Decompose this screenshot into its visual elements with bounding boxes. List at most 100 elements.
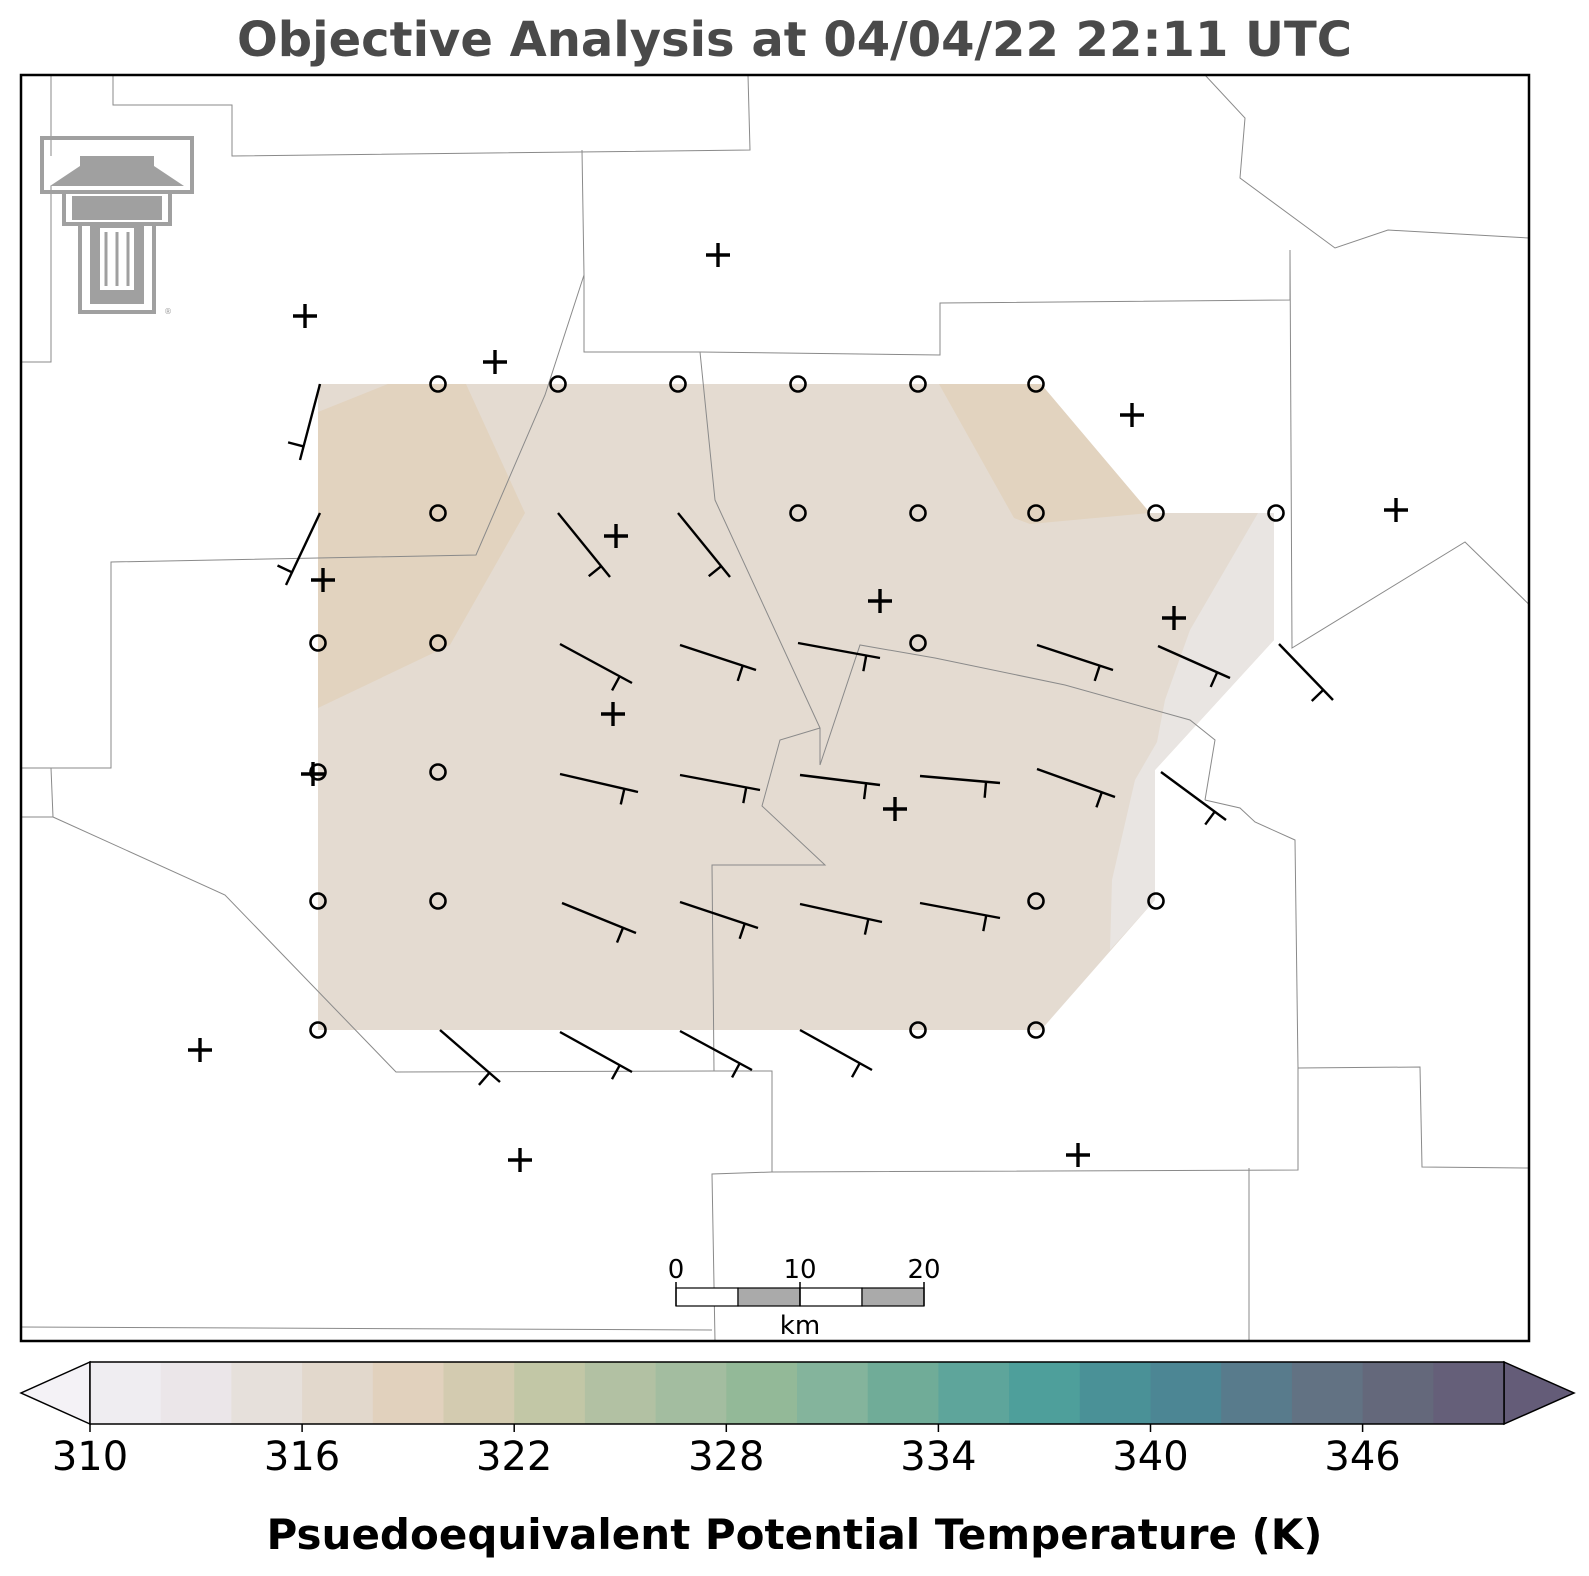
station-marker [301,762,325,786]
scale-tick-20: 20 [907,1255,940,1285]
station-marker [868,589,892,613]
wind-barb [799,773,881,800]
wind-barb [1036,643,1114,682]
colorbar-segment [1150,1362,1222,1424]
station-marker [311,568,335,592]
calm-wind-circle [1027,892,1045,910]
colorbar-segment [1221,1362,1293,1424]
calm-wind-circle [309,1021,327,1039]
colorbar-tick-label: 322 [476,1434,552,1480]
county-boundaries [21,75,1529,1341]
wind-barb [1157,644,1231,688]
wind-barb [799,1028,873,1078]
station-marker [1384,498,1408,522]
map-title: Objective Analysis at 04/04/22 22:11 UTC [237,12,1352,68]
colorbar-tick-label: 310 [52,1434,128,1480]
scale-tick-0: 0 [668,1255,685,1285]
calm-wind-circle [429,634,447,652]
calm-wind-circle [1147,504,1165,522]
svg-text:®: ® [164,307,172,316]
colorbar-segment [726,1362,798,1424]
colorbar-label: Psuedoequivalent Potential Temperature (… [266,1510,1323,1559]
station-marker [293,304,317,328]
colorbar-segment [938,1362,1010,1424]
scale-bar: 0 10 20 km [668,1255,941,1341]
station-marker [483,350,507,374]
colorbar-segment [1433,1362,1505,1424]
wind-barb [559,642,633,691]
colorbar-tick-label: 328 [688,1434,764,1480]
wind-barb [557,512,611,578]
calm-wind-circle [1267,504,1285,522]
wind-barb [1278,643,1334,702]
colorbar-under-arrow [19,1360,91,1426]
colorbar-tick-label: 334 [900,1434,976,1480]
colorbar: 310 316 322 328 334 340 346 [19,1360,1576,1480]
wind-barb [677,512,731,578]
analysis-fill-cool-east [1110,513,1274,950]
station-marker [604,524,628,548]
calm-wind-circle [909,504,927,522]
colorbar-tick-label: 340 [1112,1434,1188,1480]
calm-wind-circle [909,375,927,393]
wind-barb [797,641,881,672]
wind-barb [679,773,761,804]
calm-wind-circle [1147,892,1165,910]
calm-wind-circle [789,504,807,522]
station-marker [188,1038,212,1062]
colorbar-segment [160,1362,232,1424]
wind-barb [559,1030,633,1080]
calm-wind-circle [549,375,567,393]
wind-barb [1036,767,1116,808]
calm-wind-circle [429,375,447,393]
double-t-logo-icon: ® [40,136,194,316]
calm-wind-circle [1027,1021,1045,1039]
wind-barb [1160,771,1227,826]
wind-barb [799,902,883,935]
colorbar-segment [302,1362,374,1424]
calm-wind-circle [909,1021,927,1039]
colorbar-segment [1079,1362,1151,1424]
wind-barb [679,900,759,940]
colorbar-outline [89,1361,1505,1425]
wind-barb-layer [276,375,1334,1086]
colorbar-segment [514,1362,586,1424]
colorbar-tick-label: 346 [1324,1434,1400,1480]
analysis-fill-warm-ne [939,384,1150,524]
calm-wind-circle [309,892,327,910]
colorbar-segment [1291,1362,1364,1424]
colorbar-segment [655,1362,727,1424]
station-marker [1162,606,1186,630]
wind-barb [919,901,1001,932]
colorbar-segment [1362,1362,1434,1424]
wind-barb [679,643,757,682]
wind-barb [679,1029,753,1078]
station-marker [1066,1143,1090,1167]
analysis-fill-warm-west [318,384,525,708]
colorbar-segment [584,1362,657,1424]
wind-barb [439,1029,501,1086]
calm-wind-circle [1027,504,1045,522]
station-marker [883,797,907,821]
station-marker [706,243,730,267]
station-marker [601,702,625,726]
station-marker-layer [188,243,1408,1172]
scale-unit: km [780,1311,820,1341]
calm-wind-circle [1027,375,1045,393]
station-marker [1120,403,1144,427]
analysis-fill-main [318,384,1274,1030]
calm-wind-circle [429,892,447,910]
colorbar-segment [372,1362,444,1424]
station-marker [508,1148,532,1172]
calm-wind-circle [909,634,927,652]
colorbar-tick-label: 316 [264,1434,340,1480]
calm-wind-circle [429,763,447,781]
colorbar-segment [867,1362,939,1424]
wind-barb [559,772,639,805]
wind-barb [287,383,322,461]
colorbar-segment [797,1362,869,1424]
calm-wind-circle [309,634,327,652]
colorbar-segment [231,1362,303,1424]
scale-tick-10: 10 [783,1255,816,1285]
